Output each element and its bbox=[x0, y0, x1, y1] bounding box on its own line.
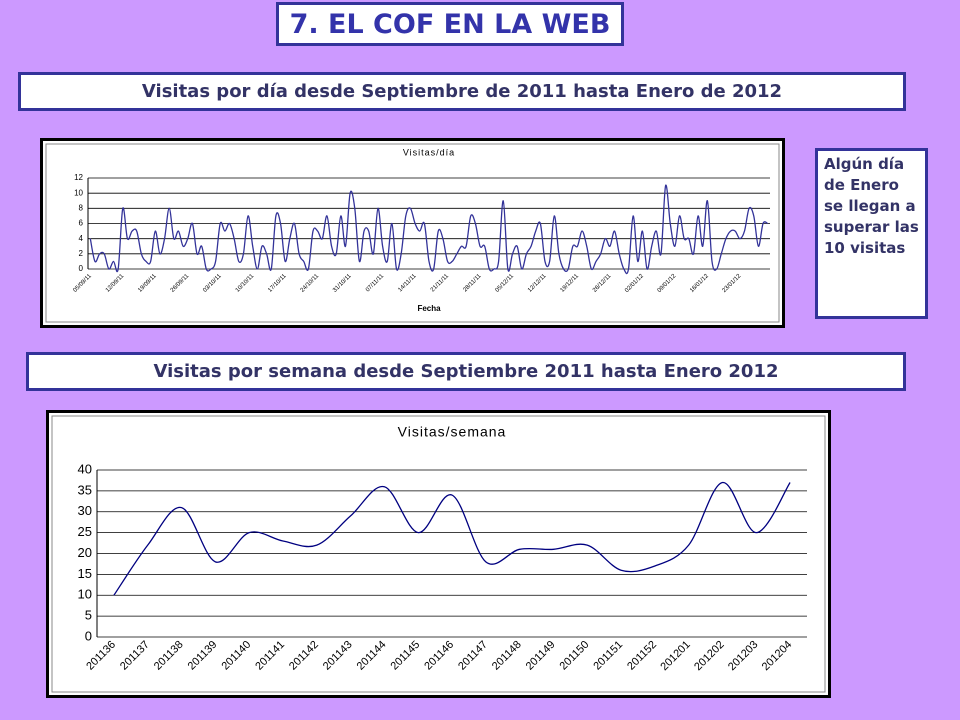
banner: Visitas por día desde Septiembre de 2011… bbox=[18, 72, 906, 111]
line bbox=[89, 184, 768, 275]
chart-frame: 0 5 10 15 20 25 30 35 40 201136 201137 201138 201139… bbox=[46, 410, 831, 698]
chart-title: Visitas/día bbox=[403, 147, 455, 157]
y-tick-label: 15 bbox=[78, 566, 92, 581]
banner: Visitas por semana desde Septiembre 2011… bbox=[26, 352, 906, 391]
y-tick-label: 2 bbox=[79, 249, 84, 258]
y-tick-label: 40 bbox=[78, 461, 92, 476]
y-tick-label: 6 bbox=[79, 219, 84, 228]
line bbox=[113, 481, 791, 596]
slide-title: 7. EL COF EN LA WEB bbox=[276, 2, 624, 46]
chart-frame: 0 2 4 6 8 10 12 05/09/11 12/09/11 19/09/11 26/09/1… bbox=[40, 138, 785, 328]
chart-title: Visitas/semana bbox=[398, 424, 507, 440]
note: Algún día de Enero se llegan a superar l… bbox=[815, 148, 928, 319]
y-tick-label: 30 bbox=[78, 503, 92, 518]
y-tick-label: 5 bbox=[85, 608, 92, 623]
y-tick-label: 10 bbox=[78, 587, 92, 602]
x-axis-label: Fecha bbox=[417, 304, 441, 313]
y-tick-label: 12 bbox=[74, 173, 83, 182]
chart-area bbox=[51, 415, 826, 693]
y-tick-label: 10 bbox=[74, 188, 83, 197]
y-tick-label: 20 bbox=[78, 545, 92, 560]
y-tick-label: 8 bbox=[79, 203, 84, 212]
y-tick-label: 35 bbox=[78, 482, 92, 497]
y-tick-label: 25 bbox=[78, 524, 92, 539]
y-tick-label: 4 bbox=[79, 234, 84, 243]
y-tick-label: 0 bbox=[85, 628, 92, 643]
y-tick-label: 0 bbox=[79, 264, 84, 273]
